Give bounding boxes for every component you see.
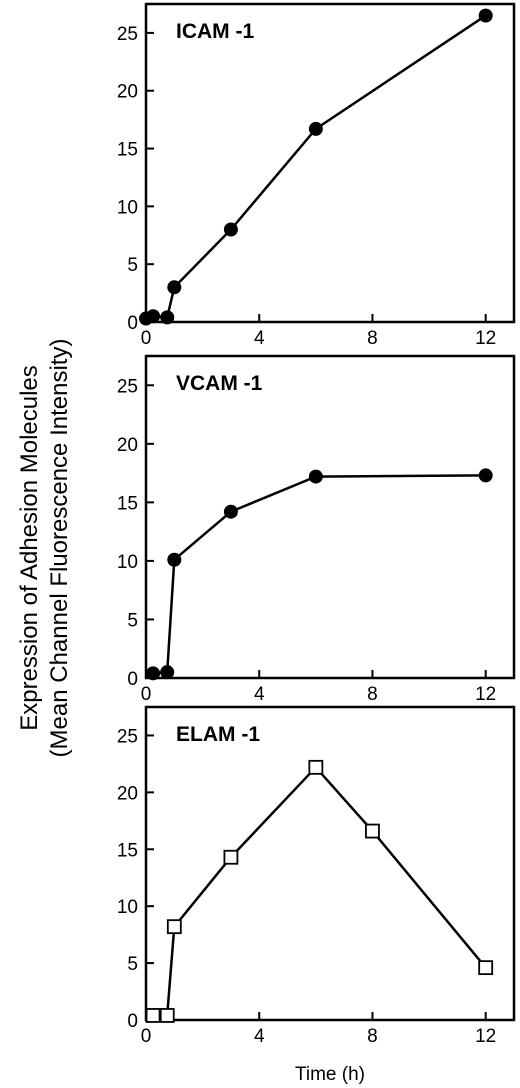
x-tick-label-vcam: 12 <box>475 684 496 705</box>
y-axis-title-line2: (Mean Channel Fluorescence Intensity) <box>46 339 73 758</box>
y-tick-label-elam: 25 <box>117 726 138 747</box>
data-point-vcam <box>160 665 175 680</box>
data-point-icam <box>167 280 182 295</box>
panel-elam: 0 5 10 15 20 25 0 4 8 12 ELAM -1 <box>117 705 516 1047</box>
y-tick-label-vcam: 5 <box>127 610 138 631</box>
series-line-elam <box>153 765 487 1017</box>
data-point-elam <box>308 759 324 775</box>
data-point-vcam <box>167 552 182 567</box>
y-tick-label-elam: 20 <box>117 783 138 804</box>
data-point-elam <box>365 823 380 839</box>
data-point-elam <box>166 919 182 935</box>
data-point-icam <box>308 121 323 136</box>
y-tick-label-vcam: 25 <box>117 376 138 397</box>
data-point-elam <box>145 1008 161 1023</box>
plot-frame-elam <box>144 705 516 1022</box>
y-tick-label-vcam: 20 <box>117 435 138 456</box>
series-line-icam <box>145 14 487 320</box>
x-tick-label-icam: 8 <box>367 328 378 349</box>
panel-title-elam: ELAM -1 <box>176 723 260 746</box>
x-tick-label-icam: 4 <box>254 328 265 349</box>
x-axis-title: Time (h) <box>295 1064 365 1085</box>
x-tick-label-vcam: 4 <box>254 684 265 705</box>
y-tick-label-elam: 5 <box>127 954 138 975</box>
y-tick-label-icam: 20 <box>117 82 138 103</box>
data-point-elam <box>159 1008 175 1023</box>
panel-title-icam: ICAM -1 <box>176 20 254 43</box>
data-point-elam <box>223 849 239 865</box>
x-tick-label-vcam: 0 <box>141 684 152 705</box>
panel-vcam: 0 5 10 15 20 25 0 4 8 12 VCAM -1 <box>117 354 516 705</box>
data-point-elam <box>478 960 494 976</box>
y-tick-label-icam: 15 <box>117 140 138 161</box>
x-tick-label-elam: 0 <box>141 1026 152 1047</box>
y-tick-label-icam: 10 <box>117 197 138 218</box>
data-point-vcam <box>146 666 161 681</box>
panel-icam: 0 5 10 15 20 25 0 4 8 12 ICAM -1 <box>117 2 516 349</box>
data-point-icam <box>223 222 238 237</box>
y-tick-label-icam: 0 <box>127 313 138 334</box>
x-tick-label-elam: 12 <box>475 1026 496 1047</box>
y-tick-label-icam: 25 <box>117 24 138 45</box>
x-tick-label-elam: 4 <box>254 1026 265 1047</box>
plot-frame-vcam <box>144 354 516 680</box>
data-point-icam <box>160 310 175 325</box>
y-tick-label-vcam: 0 <box>127 669 138 690</box>
x-tick-label-icam: 12 <box>475 328 496 349</box>
y-axis-title-group: Expression of Adhesion Molecules (Mean C… <box>16 339 73 758</box>
y-tick-label-vcam: 10 <box>117 552 138 573</box>
x-tick-label-icam: 0 <box>141 328 152 349</box>
data-point-vcam <box>478 468 493 483</box>
x-tick-label-elam: 8 <box>367 1026 378 1047</box>
series-line-vcam <box>152 474 486 675</box>
plot-frame-icam <box>144 2 516 324</box>
x-tick-label-vcam: 8 <box>367 684 378 705</box>
data-point-icam <box>478 8 493 23</box>
y-axis-title-line1: Expression of Adhesion Molecules <box>16 365 43 731</box>
panel-title-vcam: VCAM -1 <box>176 372 263 395</box>
data-point-vcam <box>308 469 323 484</box>
y-tick-label-elam: 10 <box>117 897 138 918</box>
y-tick-label-elam: 15 <box>117 840 138 861</box>
data-point-vcam <box>223 504 238 519</box>
y-tick-label-vcam: 15 <box>117 493 138 514</box>
data-point-icam <box>146 309 161 324</box>
y-tick-label-elam: 0 <box>127 1011 138 1032</box>
y-tick-label-icam: 5 <box>127 255 138 276</box>
